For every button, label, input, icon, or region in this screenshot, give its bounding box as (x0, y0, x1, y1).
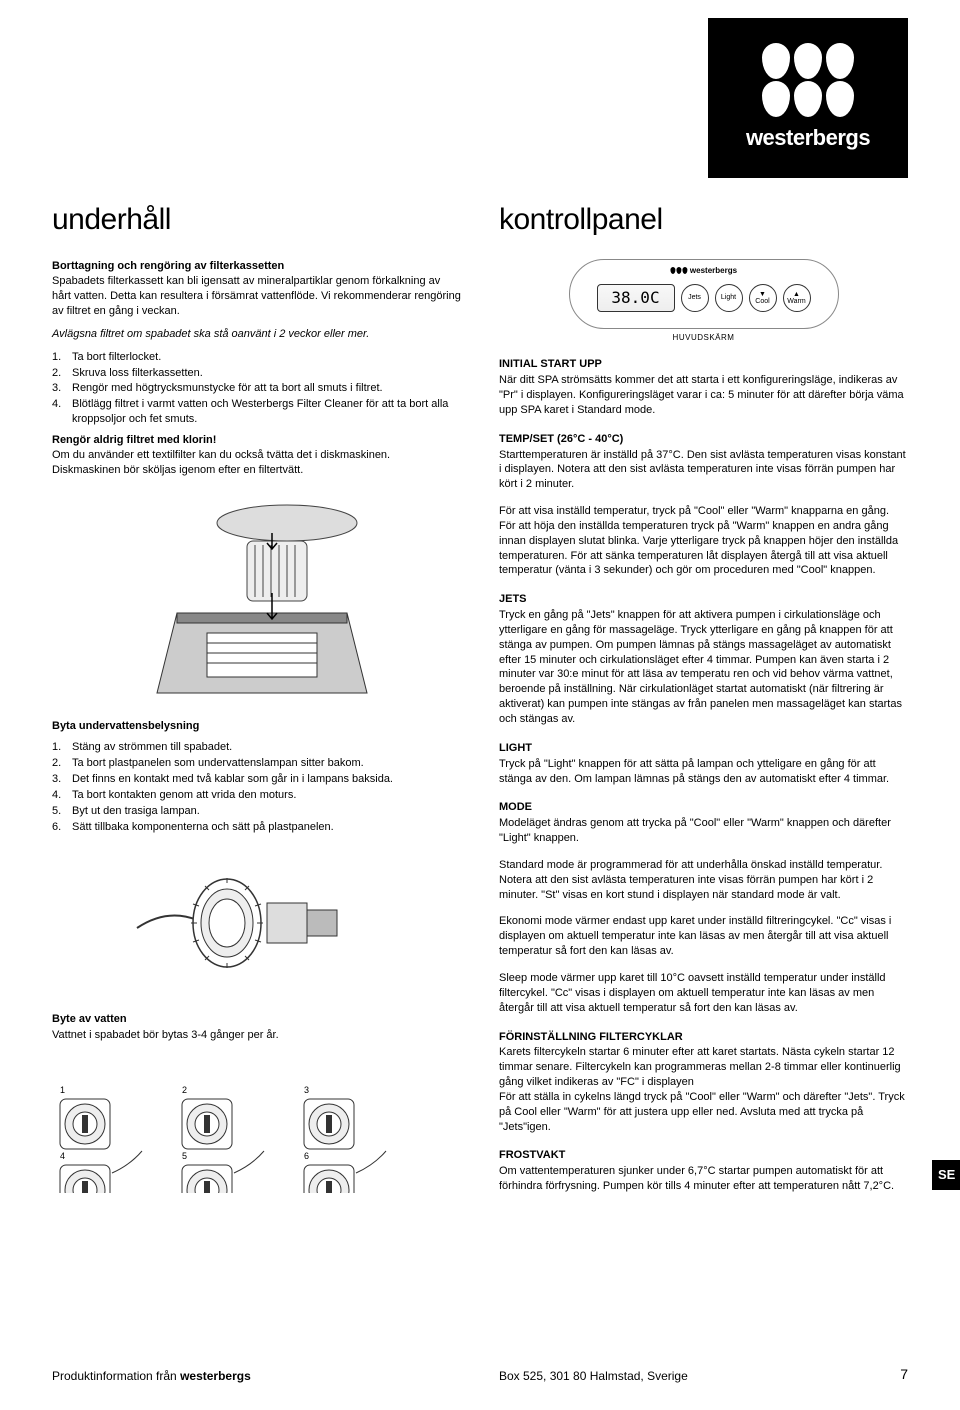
panel-caption: HUVUDSKÄRM (673, 333, 735, 344)
list-item: Ta bort plastpanelen som undervattenslam… (72, 756, 364, 771)
list-item: Det finns en kontakt med två kablar som … (72, 772, 393, 787)
filter-clean-head: Borttagning och rengöring av filterkasse… (52, 259, 461, 274)
footer-right: Box 525, 301 80 Halmstad, Sverige (499, 1368, 908, 1384)
light-button[interactable]: Light (715, 284, 743, 312)
jets-button[interactable]: Jets (681, 284, 709, 312)
section-body: Ekonomi mode värmer endast upp karet und… (499, 914, 908, 959)
svg-text:1: 1 (60, 1085, 65, 1095)
section-body: Tryck en gång på "Jets" knappen för att … (499, 608, 908, 727)
warm-button[interactable]: ▲Warm (783, 284, 811, 312)
panel-brand: westerbergs (670, 266, 737, 277)
water-change-diagram: 1 2 3 4 5 6 (52, 1053, 422, 1193)
water-change-head: Byte av vatten (52, 1012, 461, 1027)
language-tab: SE (932, 1160, 960, 1190)
brand-name: westerbergs (746, 123, 870, 153)
section-head: LIGHT (499, 741, 908, 756)
list-item: Byt ut den trasiga lampan. (72, 804, 200, 819)
light-steps-list: 1.Stäng av strömmen till spabadet. 2.Ta … (52, 740, 461, 834)
left-column: underhåll Borttagning och rengöring av f… (52, 200, 461, 1206)
footer-left: Produktinformation från westerbergs (52, 1368, 461, 1384)
section-head: INITIAL START UPP (499, 357, 908, 372)
page-footer: Produktinformation från westerbergs Box … (52, 1368, 908, 1384)
filter-steps-list: 1.Ta bort filterlocket. 2.Skruva loss fi… (52, 350, 461, 427)
filter-clean-note: Avlägsna filtret om spabadet ska stå oan… (52, 327, 461, 342)
svg-text:5: 5 (182, 1151, 187, 1161)
section-head: JETS (499, 592, 908, 607)
section-body: Standard mode är programmerad för att un… (499, 858, 908, 903)
filter-diagram (117, 493, 397, 703)
section-head: MODE (499, 800, 908, 815)
list-item: Skruva loss filterkassetten. (72, 366, 203, 381)
brand-logo-box: westerbergs (708, 18, 908, 178)
list-item: Sätt tillbaka komponenterna och sätt på … (72, 820, 334, 835)
section-body: När ditt SPA strömsätts kommer det att s… (499, 373, 908, 418)
page-number: 7 (900, 1365, 908, 1384)
section-body: Sleep mode värmer upp karet till 10°C oa… (499, 971, 908, 1016)
control-panel-figure: westerbergs 38.0C Jets Light ▼Cool ▲Warm… (499, 259, 908, 344)
section-body: Tryck på "Light" knappen för att sätta p… (499, 757, 908, 787)
list-item: Stäng av strömmen till spabadet. (72, 740, 232, 755)
section-body: Om vattentemperaturen sjunker under 6,7°… (499, 1164, 908, 1194)
section-body: Starttemperaturen är inställd på 37°C. D… (499, 448, 908, 493)
svg-text:6: 6 (304, 1151, 309, 1161)
light-diagram (127, 848, 387, 998)
section-head: TEMP/SET (26°C - 40°C) (499, 432, 908, 447)
section-head: FROSTVAKT (499, 1148, 908, 1163)
filter-clean-tail: Om du använder ett textilfilter kan du o… (52, 448, 461, 478)
list-item: Ta bort filterlocket. (72, 350, 161, 365)
chlorine-warning: Rengör aldrig filtret med klorin! (52, 433, 461, 448)
logo-drops (762, 43, 854, 117)
section-body: Karets filtercykeln startar 6 minuter ef… (499, 1045, 908, 1134)
water-change-body: Vattnet i spabadet bör bytas 3-4 gånger … (52, 1028, 461, 1043)
svg-text:4: 4 (60, 1151, 65, 1161)
svg-text:3: 3 (304, 1085, 309, 1095)
section-body: För att visa inställd temperatur, tryck … (499, 504, 908, 578)
light-replace-head: Byta undervattensbelysning (52, 719, 461, 734)
left-title: underhåll (52, 200, 461, 241)
list-item: Ta bort kontakten genom att vrida den mo… (72, 788, 296, 803)
filter-clean-body: Spabadets filterkassett kan bli igensatt… (52, 274, 461, 319)
cool-button[interactable]: ▼Cool (749, 284, 777, 312)
section-head: FÖRINSTÄLLNING FILTERCYKLAR (499, 1030, 908, 1045)
list-item: Rengör med högtrycksmunstycke för att ta… (72, 381, 383, 396)
instruction-sections: INITIAL START UPPNär ditt SPA strömsätts… (499, 357, 908, 1194)
svg-text:2: 2 (182, 1085, 187, 1095)
temperature-display: 38.0C (597, 284, 675, 312)
list-item: Blötlägg filtret i varmt vatten och West… (72, 397, 461, 427)
section-body: Modeläget ändras genom att trycka på "Co… (499, 816, 908, 846)
right-column: kontrollpanel westerbergs 38.0C Jets Lig… (499, 200, 908, 1206)
right-title: kontrollpanel (499, 200, 908, 241)
control-panel: westerbergs 38.0C Jets Light ▼Cool ▲Warm (569, 259, 839, 329)
